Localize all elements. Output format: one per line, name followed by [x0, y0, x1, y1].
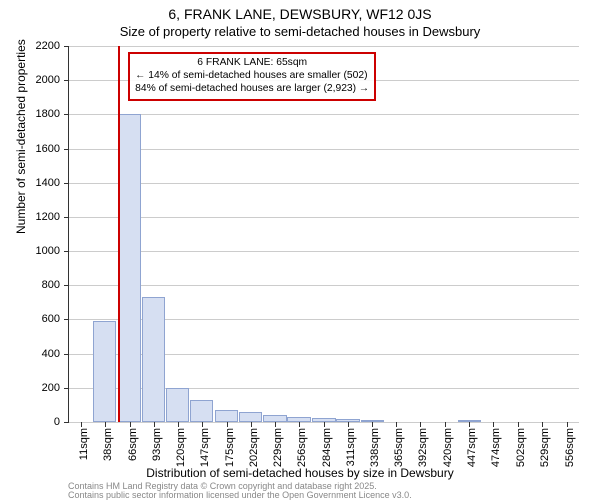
x-tick-label: 175sqm	[224, 428, 236, 468]
x-tick-label: 284sqm	[321, 428, 333, 468]
gridline	[69, 46, 579, 47]
gridline	[69, 251, 579, 252]
x-tick-mark	[396, 422, 397, 427]
x-tick-label: 338sqm	[369, 428, 381, 468]
x-tick-mark	[299, 422, 300, 427]
histogram-bar	[190, 400, 213, 422]
x-tick-label: 11sqm	[78, 428, 90, 468]
y-tick-label: 1000	[36, 245, 60, 257]
marker-line	[118, 46, 120, 422]
histogram-bar	[239, 412, 262, 422]
footer-attribution: Contains HM Land Registry data © Crown c…	[68, 482, 412, 501]
histogram-bar	[93, 321, 116, 422]
x-tick-mark	[105, 422, 106, 427]
gridline	[69, 114, 579, 115]
x-axis-title: Distribution of semi-detached houses by …	[0, 466, 600, 480]
y-tick-mark	[64, 388, 69, 389]
gridline	[69, 149, 579, 150]
histogram-bar	[166, 388, 189, 422]
x-tick-mark	[178, 422, 179, 427]
x-tick-mark	[324, 422, 325, 427]
x-tick-label: 256sqm	[296, 428, 308, 468]
x-tick-mark	[227, 422, 228, 427]
y-tick-mark	[64, 217, 69, 218]
x-tick-mark	[518, 422, 519, 427]
x-tick-mark	[493, 422, 494, 427]
x-tick-label: 420sqm	[442, 428, 454, 468]
y-tick-label: 2200	[36, 40, 60, 52]
y-axis-title: Number of semi-detached properties	[14, 39, 28, 234]
x-tick-label: 474sqm	[490, 428, 502, 468]
y-tick-mark	[64, 183, 69, 184]
gridline	[69, 285, 579, 286]
annotation-line2: ← 14% of semi-detached houses are smalle…	[135, 70, 369, 83]
chart-title-line1: 6, FRANK LANE, DEWSBURY, WF12 0JS	[0, 6, 600, 22]
y-tick-mark	[64, 46, 69, 47]
x-tick-mark	[275, 422, 276, 427]
x-tick-label: 502sqm	[515, 428, 527, 468]
x-tick-label: 311sqm	[345, 428, 357, 468]
footer-line2: Contains public sector information licen…	[68, 491, 412, 500]
x-tick-mark	[567, 422, 568, 427]
x-tick-label: 38sqm	[102, 428, 114, 468]
x-tick-mark	[420, 422, 421, 427]
y-tick-mark	[64, 422, 69, 423]
annotation-line1: 6 FRANK LANE: 65sqm	[135, 57, 369, 70]
y-tick-mark	[64, 80, 69, 81]
gridline	[69, 183, 579, 184]
annotation-line3: 84% of semi-detached houses are larger (…	[135, 83, 369, 96]
y-tick-label: 800	[42, 279, 60, 291]
y-tick-label: 200	[42, 382, 60, 394]
x-tick-mark	[348, 422, 349, 427]
chart-title-line2: Size of property relative to semi-detach…	[0, 24, 600, 39]
y-tick-label: 600	[42, 313, 60, 325]
x-tick-mark	[445, 422, 446, 427]
x-tick-label: 202sqm	[248, 428, 260, 468]
histogram-bar	[118, 114, 141, 422]
x-tick-label: 229sqm	[272, 428, 284, 468]
x-tick-mark	[542, 422, 543, 427]
x-tick-mark	[251, 422, 252, 427]
y-tick-label: 400	[42, 348, 60, 360]
annotation-box: 6 FRANK LANE: 65sqm← 14% of semi-detache…	[128, 52, 376, 101]
x-tick-label: 120sqm	[175, 428, 187, 468]
x-tick-label: 66sqm	[127, 428, 139, 468]
x-tick-mark	[372, 422, 373, 427]
x-tick-label: 392sqm	[417, 428, 429, 468]
y-tick-mark	[64, 114, 69, 115]
histogram-bar	[263, 415, 286, 422]
x-tick-label: 93sqm	[151, 428, 163, 468]
histogram-bar	[215, 410, 238, 422]
x-tick-mark	[469, 422, 470, 427]
x-tick-label: 365sqm	[393, 428, 405, 468]
x-tick-label: 447sqm	[466, 428, 478, 468]
x-tick-mark	[154, 422, 155, 427]
y-tick-label: 0	[54, 416, 60, 428]
y-tick-mark	[64, 354, 69, 355]
y-tick-label: 1200	[36, 211, 60, 223]
x-tick-mark	[130, 422, 131, 427]
y-tick-mark	[64, 251, 69, 252]
x-tick-label: 529sqm	[539, 428, 551, 468]
x-tick-label: 556sqm	[564, 428, 576, 468]
gridline	[69, 217, 579, 218]
histogram-bar	[142, 297, 165, 422]
y-tick-label: 1800	[36, 108, 60, 120]
x-tick-mark	[202, 422, 203, 427]
x-tick-label: 147sqm	[199, 428, 211, 468]
plot-area: 6 FRANK LANE: 65sqm← 14% of semi-detache…	[68, 46, 579, 423]
y-tick-label: 1400	[36, 177, 60, 189]
y-tick-label: 1600	[36, 143, 60, 155]
chart-container: 6, FRANK LANE, DEWSBURY, WF12 0JS Size o…	[0, 0, 600, 500]
y-tick-label: 2000	[36, 74, 60, 86]
x-tick-mark	[81, 422, 82, 427]
y-tick-mark	[64, 149, 69, 150]
y-tick-mark	[64, 319, 69, 320]
y-tick-mark	[64, 285, 69, 286]
